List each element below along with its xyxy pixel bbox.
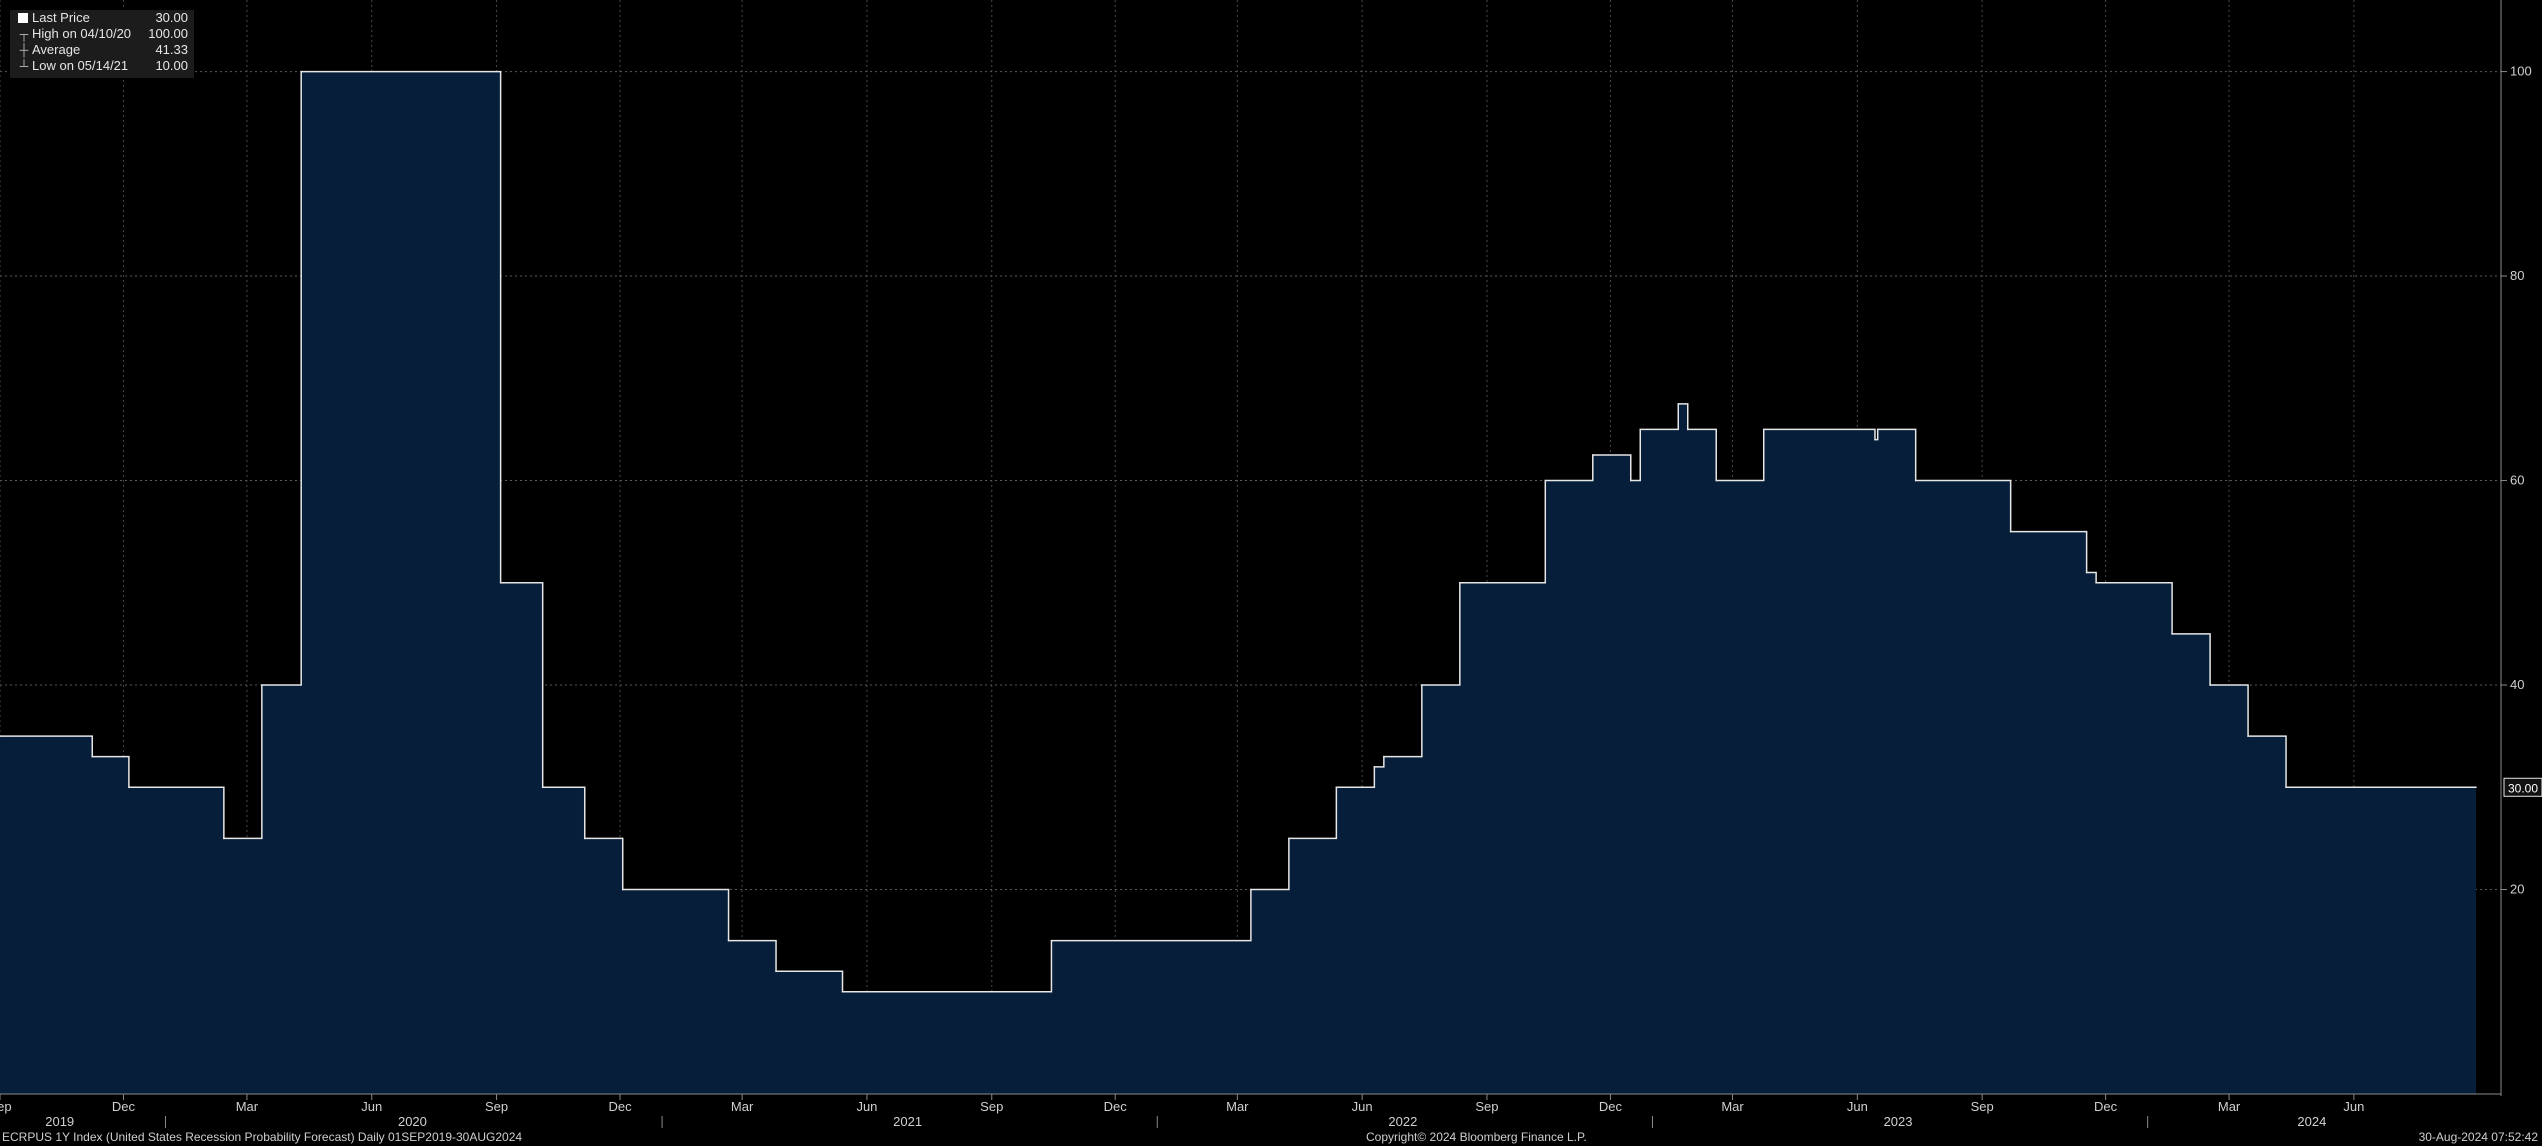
legend-value: 41.33 <box>155 42 188 57</box>
data-point <box>1686 428 1689 431</box>
data-point <box>1383 755 1385 758</box>
data-point <box>1050 939 1053 942</box>
x-year-label: 2020 <box>398 1114 427 1129</box>
data-point <box>2009 530 2012 533</box>
data-point <box>1459 581 1461 584</box>
data-point <box>1421 684 1423 686</box>
data-point <box>1629 479 1632 482</box>
data-point <box>2247 735 2249 737</box>
x-month-label: Mar <box>731 1099 754 1114</box>
average-marker-icon: ┼ <box>19 43 29 57</box>
data-point <box>621 888 624 891</box>
last-price-swatch-icon <box>18 13 28 23</box>
x-year-label: 2021 <box>893 1114 922 1129</box>
data-point <box>1874 438 1876 441</box>
x-month-label: Sep <box>1971 1099 1994 1114</box>
legend-value: 30.00 <box>155 10 188 25</box>
data-point <box>2475 786 2477 789</box>
data-point <box>2171 633 2173 635</box>
data-point <box>223 837 225 840</box>
x-year-label: 2022 <box>1388 1114 1417 1129</box>
y-tick-label: 20 <box>2510 882 2524 897</box>
data-point <box>128 786 130 789</box>
y-tick-label: 60 <box>2510 473 2524 488</box>
x-month-label: Dec <box>1599 1099 1623 1114</box>
x-year-label: 2024 <box>2297 1114 2326 1129</box>
data-point <box>2095 581 2097 584</box>
x-month-label: Mar <box>1226 1099 1249 1114</box>
x-month-label: Jun <box>361 1099 382 1114</box>
data-point <box>1250 888 1252 891</box>
legend-label: Average <box>32 42 81 57</box>
x-month-label: Dec <box>608 1099 632 1114</box>
x-month-label: Dec <box>1104 1099 1128 1114</box>
x-year-label: 2023 <box>1884 1114 1913 1129</box>
x-month-label: Jun <box>856 1099 877 1114</box>
high-marker-icon: ┬ <box>19 27 29 41</box>
data-point <box>2085 571 2088 574</box>
data-point <box>1544 479 1547 482</box>
series-line <box>0 70 2476 993</box>
legend-item-last-price: Last Price 30.00 <box>10 10 194 26</box>
x-month-label: Dec <box>2094 1099 2118 1114</box>
legend-label: Last Price <box>32 10 90 25</box>
footer-copyright: Copyright© 2024 Bloomberg Finance L.P. <box>1366 1130 1587 1144</box>
data-point <box>0 735 1 737</box>
data-point <box>1373 766 1376 768</box>
data-point <box>727 939 730 942</box>
x-month-label: Sep <box>1475 1099 1498 1114</box>
data-point <box>1335 786 1338 789</box>
data-point <box>1876 428 1879 431</box>
x-month-label: Mar <box>1721 1099 1744 1114</box>
data-point <box>261 684 263 686</box>
x-month-label: Jun <box>1847 1099 1868 1114</box>
x-month-label: Sep <box>980 1099 1003 1114</box>
x-month-label: Dec <box>112 1099 136 1114</box>
data-point <box>1715 479 1718 482</box>
data-point <box>1288 837 1290 840</box>
legend-item-low: ┴ Low on 05/14/21 10.00 <box>10 58 194 74</box>
footer-timestamp: 30-Aug-2024 07:52:42 <box>2418 1130 2538 1144</box>
x-year-label: 2019 <box>45 1114 74 1129</box>
last-value-label: 30.00 <box>2508 781 2538 795</box>
data-point <box>2285 786 2287 789</box>
legend-value: 10.00 <box>155 58 188 73</box>
y-tick-label: 40 <box>2510 677 2524 692</box>
data-point <box>1762 428 1765 431</box>
x-month-label: Sep <box>0 1099 12 1114</box>
x-month-label: Mar <box>2218 1099 2241 1114</box>
chart-legend: Last Price 30.00 ┬ High on 04/10/20 100.… <box>10 10 194 78</box>
data-point <box>2209 684 2211 686</box>
data-point <box>583 837 586 840</box>
chart-series <box>0 70 2477 1095</box>
data-point <box>300 70 302 73</box>
x-month-label: Mar <box>236 1099 259 1114</box>
low-marker-icon: ┴ <box>19 59 29 73</box>
data-point <box>1639 428 1642 431</box>
last-value-tag <box>2503 777 2542 797</box>
data-point <box>1677 403 1680 405</box>
x-month-label: Jun <box>2343 1099 2364 1114</box>
data-point <box>1914 479 1917 482</box>
data-point <box>841 990 844 993</box>
x-axis: Sep Dec Mar Jun Sep Dec Mar Jun Sep Dec Mar Jun Sep D… <box>0 1093 2501 1129</box>
y-axis: 20 40 60 80 100 30.00 <box>2500 0 2542 1096</box>
x-month-label: Jun <box>1352 1099 1373 1114</box>
legend-item-high: ┬ High on 04/10/20 100.00 <box>10 26 194 42</box>
y-tick-label: 100 <box>2510 64 2532 79</box>
legend-label: Low on 05/14/21 <box>32 58 129 73</box>
data-point <box>91 755 94 758</box>
data-point <box>541 786 544 789</box>
legend-value: 100.00 <box>148 26 188 41</box>
data-point <box>775 970 777 973</box>
legend-item-average: ┼ Average 41.33 <box>10 42 194 58</box>
x-month-label: Sep <box>485 1099 508 1114</box>
data-point <box>499 581 502 584</box>
y-tick-label: 80 <box>2510 268 2524 283</box>
data-point <box>1591 454 1594 456</box>
legend-label: High on 04/10/20 <box>32 26 132 41</box>
footer-ticker-description: ECRPUS 1Y Index (United States Recession… <box>2 1130 523 1144</box>
